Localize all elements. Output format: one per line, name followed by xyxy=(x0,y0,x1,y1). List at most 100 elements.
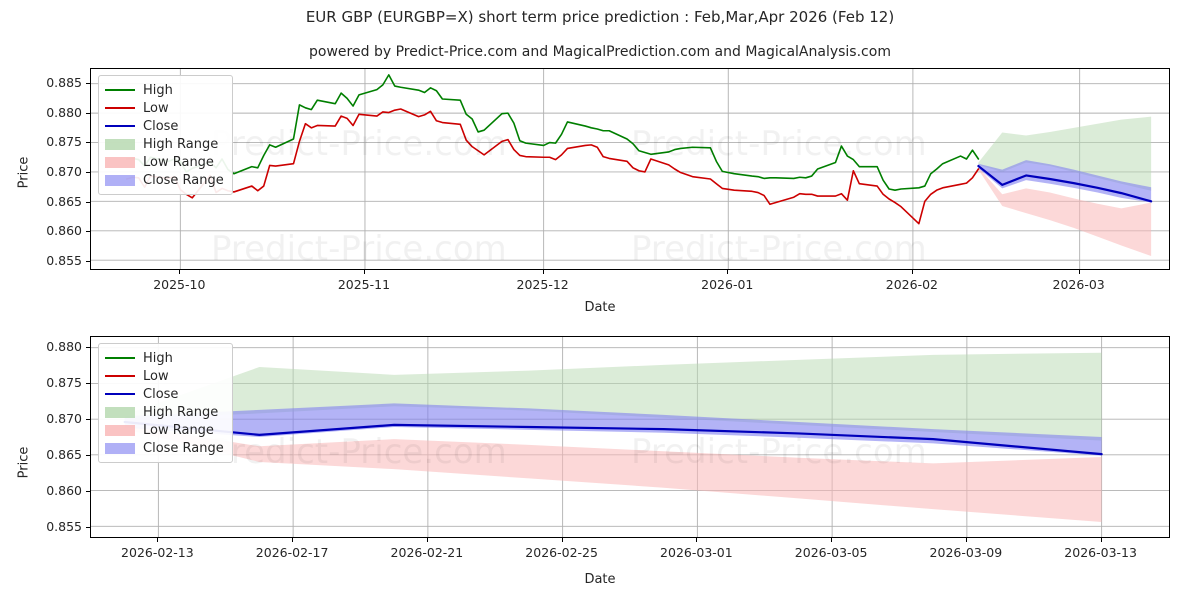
legend-item-close-range: Close Range xyxy=(105,171,224,189)
x-tick-mark xyxy=(1100,538,1102,542)
legend-item-label: High Range xyxy=(143,404,219,420)
y-tick-label: 0.855 xyxy=(46,519,82,535)
x-tick-mark xyxy=(179,270,181,274)
legend-item-close: Close xyxy=(105,117,224,135)
x-tick-mark xyxy=(696,538,698,542)
top-chart-panel: Price 0.855 0.860 0.865 0.870 0.875 0.880 0.88… xyxy=(17,68,1170,315)
x-tick-label: 2026-03-05 xyxy=(794,545,868,560)
y-tick-label: 0.860 xyxy=(46,483,82,499)
y-tick-mark xyxy=(86,201,90,203)
y-tick-label: 0.865 xyxy=(46,447,82,463)
legend-item-label: High xyxy=(143,82,173,98)
x-tick-label: 2026-03 xyxy=(1052,277,1105,292)
x-tick-label: 2026-02 xyxy=(885,277,938,292)
legend-swatch-icon xyxy=(105,369,135,383)
x-tick-mark xyxy=(965,538,967,542)
x-tick-mark xyxy=(911,270,913,274)
legend-item-label: High Range xyxy=(143,136,219,152)
legend-item-label: Low Range xyxy=(143,154,214,170)
x-tick-mark xyxy=(426,538,428,542)
x-tick-label: 2026-02-21 xyxy=(390,545,464,560)
legend-swatch-icon xyxy=(105,83,135,97)
x-tick-mark xyxy=(157,538,159,542)
legend-item-high: High xyxy=(105,81,224,99)
y-tick-mark xyxy=(86,112,90,114)
legend-item-close-range: Close Range xyxy=(105,439,224,457)
x-tick-label: 2026-02-17 xyxy=(255,545,329,560)
x-tick-mark xyxy=(727,270,729,274)
y-tick-mark xyxy=(86,82,90,84)
y-tick-mark xyxy=(86,171,90,173)
y-tick-mark xyxy=(86,231,90,233)
legend-swatch-icon xyxy=(105,405,135,419)
legend-item-label: Low Range xyxy=(143,422,214,438)
y-tick-label: 0.860 xyxy=(46,223,82,239)
legend-item-low-range: Low Range xyxy=(105,153,224,171)
y-tick-mark xyxy=(86,261,90,263)
x-tick-label: 2026-01 xyxy=(701,277,754,292)
top-chart-x-axis-label: Date xyxy=(584,300,616,315)
y-tick-label: 0.880 xyxy=(46,338,82,354)
legend-item-high-range: High Range xyxy=(105,403,224,421)
bottom-chart-x-axis-label: Date xyxy=(584,572,616,587)
x-tick-label: 2026-03-09 xyxy=(929,545,1003,560)
x-tick-label: 2026-03-01 xyxy=(660,545,733,560)
legend-item-label: Close xyxy=(143,386,179,402)
legend-item-label: High xyxy=(143,350,173,366)
legend-swatch-icon xyxy=(105,173,135,187)
legend-item-low: Low xyxy=(105,367,224,385)
y-tick-label: 0.865 xyxy=(46,193,82,209)
page-subtitle: powered by Predict-Price.com and Magical… xyxy=(309,44,891,60)
x-tick-mark xyxy=(831,538,833,542)
x-tick-label: 2025-12 xyxy=(516,277,569,292)
x-tick-label: 2026-02-25 xyxy=(525,545,598,560)
y-tick-label: 0.875 xyxy=(46,134,82,150)
y-tick-label: 0.855 xyxy=(46,253,82,269)
legend-item-close: Close xyxy=(105,385,224,403)
x-tick-label: 2025-11 xyxy=(337,277,391,292)
legend-item-label: Low xyxy=(143,100,169,116)
y-tick-mark xyxy=(86,382,90,384)
legend-item-high: High xyxy=(105,349,224,367)
legend-swatch-icon xyxy=(105,441,135,455)
x-tick-label: 2026-02-13 xyxy=(121,545,194,560)
y-tick-mark xyxy=(86,346,90,348)
y-tick-mark xyxy=(86,527,90,529)
legend-item-label: Close Range xyxy=(143,440,224,456)
x-tick-mark xyxy=(1078,270,1080,274)
legend-item-label: Close Range xyxy=(143,172,224,188)
legend-item-low-range: Low Range xyxy=(105,421,224,439)
y-tick-label: 0.880 xyxy=(46,104,82,120)
x-tick-label: 2025-10 xyxy=(153,277,206,292)
x-tick-mark xyxy=(363,270,365,274)
legend-swatch-icon xyxy=(105,387,135,401)
bottom-chart-panel: Price 0.855 0.860 0.865 0.870 0.875 0.880 202… xyxy=(0,310,1200,600)
legend-swatch-icon xyxy=(105,351,135,365)
x-tick-mark xyxy=(292,538,294,542)
top-chart-legend: High Low Close High Range Low Range Close Ran… xyxy=(98,75,233,195)
y-tick-label: 0.875 xyxy=(46,374,82,390)
y-tick-mark xyxy=(86,142,90,144)
legend-item-label: Low xyxy=(143,368,169,384)
legend-swatch-icon xyxy=(105,137,135,151)
legend-item-low: Low xyxy=(105,99,224,117)
y-tick-mark xyxy=(86,418,90,420)
legend-swatch-icon xyxy=(105,119,135,133)
y-tick-mark xyxy=(86,455,90,457)
y-tick-mark xyxy=(86,491,90,493)
x-tick-label: 2026-03-13 xyxy=(1064,545,1137,560)
legend-swatch-icon xyxy=(105,101,135,115)
bottom-chart-plot-area: Predict-Price.com Predict-Price.com xyxy=(90,336,1170,538)
y-tick-label: 0.870 xyxy=(46,163,82,179)
y-tick-label: 0.885 xyxy=(46,74,82,90)
legend-swatch-icon xyxy=(105,423,135,437)
top-chart-plot-area: Predict-Price.com Predict-Price.com Pred… xyxy=(90,68,1170,270)
legend-swatch-icon xyxy=(105,155,135,169)
bottom-chart-legend: High Low Close High Range Low Range Close Ran… xyxy=(98,343,233,463)
x-tick-mark xyxy=(561,538,563,542)
y-tick-label: 0.870 xyxy=(46,410,82,426)
legend-item-label: Close xyxy=(143,118,179,134)
x-tick-mark xyxy=(542,270,544,274)
legend-item-high-range: High Range xyxy=(105,135,224,153)
